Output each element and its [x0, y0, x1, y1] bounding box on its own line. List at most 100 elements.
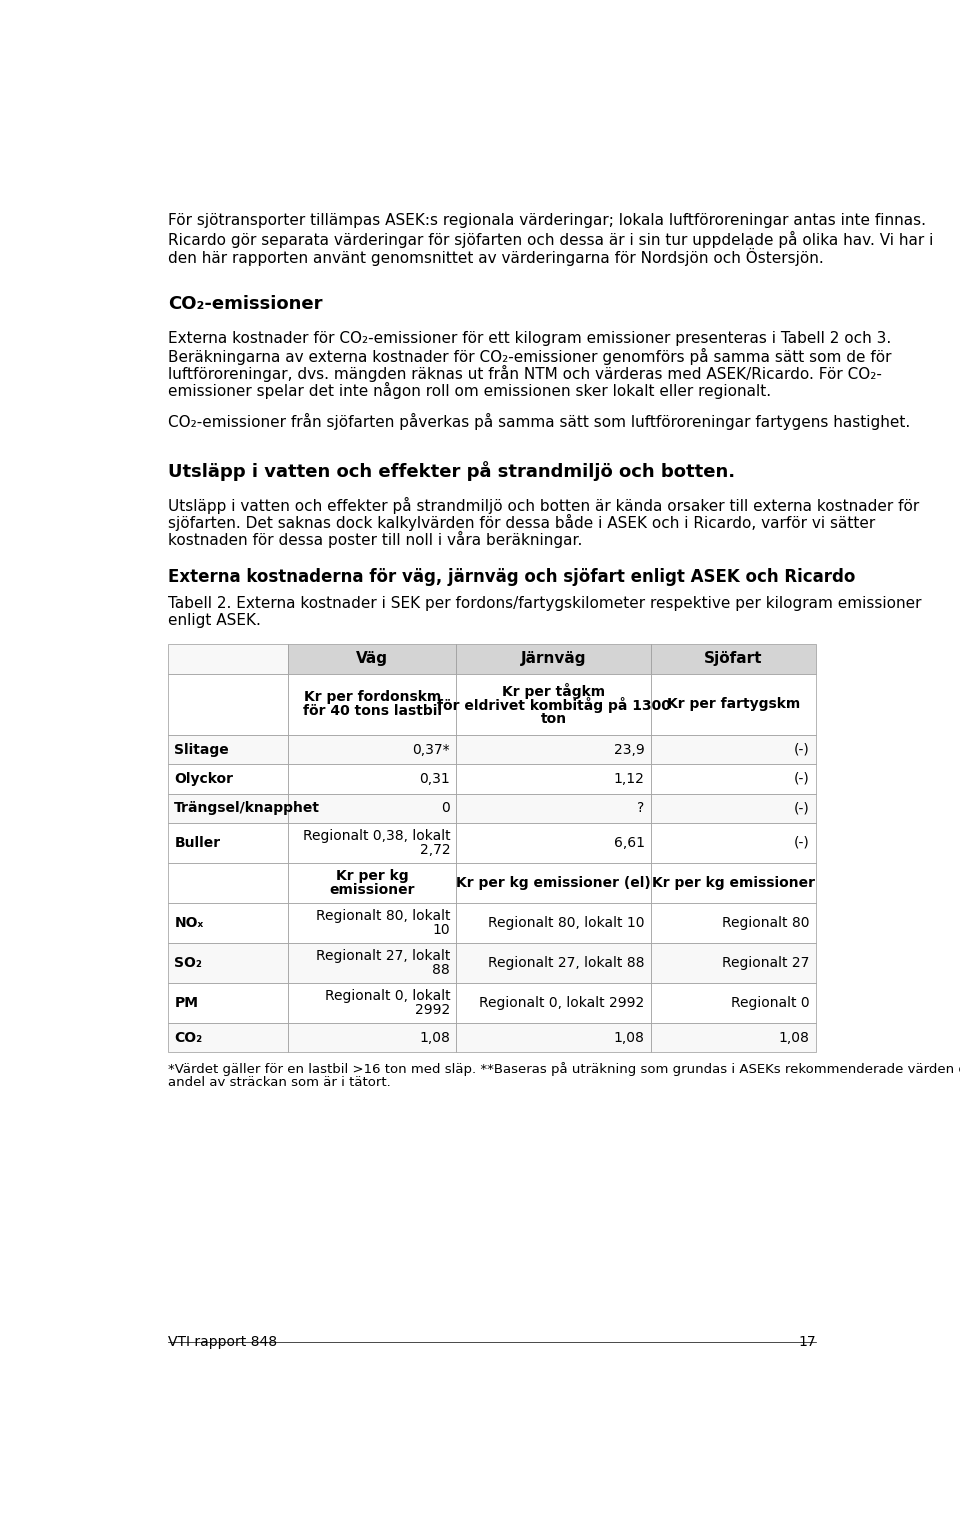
Bar: [168, 903, 288, 942]
Text: luftföroreningar, dvs. mängden räknas ut från NTM och värderas med ASEK/Ricardo.: luftföroreningar, dvs. mängden räknas ut…: [168, 365, 882, 382]
Bar: [651, 764, 816, 794]
Text: 1,08: 1,08: [420, 1030, 450, 1044]
Bar: [651, 674, 816, 735]
Text: VTI rapport 848: VTI rapport 848: [168, 1335, 277, 1349]
Bar: [456, 735, 651, 764]
Bar: [168, 1024, 288, 1053]
Text: SO₂: SO₂: [175, 956, 203, 970]
Bar: [651, 823, 816, 863]
Bar: [651, 645, 816, 674]
Text: Kr per kg emissioner: Kr per kg emissioner: [652, 876, 815, 890]
Text: Trängsel/knapphet: Trängsel/knapphet: [175, 801, 321, 815]
Text: 23,9: 23,9: [613, 743, 644, 757]
Bar: [456, 863, 651, 903]
Bar: [168, 982, 288, 1024]
Text: Regionalt 27, lokalt: Regionalt 27, lokalt: [316, 949, 450, 962]
Bar: [168, 794, 288, 823]
Text: Regionalt 80, lokalt 10: Regionalt 80, lokalt 10: [488, 916, 644, 930]
Text: 17: 17: [799, 1335, 816, 1349]
Text: Regionalt 0: Regionalt 0: [732, 996, 809, 1010]
Text: kostnaden för dessa poster till noll i våra beräkningar.: kostnaden för dessa poster till noll i v…: [168, 531, 583, 548]
Text: Kr per kg emissioner (el): Kr per kg emissioner (el): [456, 876, 651, 890]
Bar: [288, 764, 456, 794]
Bar: [168, 674, 288, 735]
Bar: [288, 794, 456, 823]
Text: ton: ton: [540, 712, 566, 726]
Bar: [651, 903, 816, 942]
Text: 88: 88: [432, 962, 450, 978]
Text: 0: 0: [442, 801, 450, 815]
Text: 2992: 2992: [415, 1002, 450, 1018]
Bar: [456, 982, 651, 1024]
Bar: [168, 823, 288, 863]
Bar: [456, 645, 651, 674]
Bar: [651, 863, 816, 903]
Bar: [168, 735, 288, 764]
Bar: [651, 794, 816, 823]
Bar: [456, 903, 651, 942]
Bar: [651, 942, 816, 982]
Text: Buller: Buller: [175, 835, 221, 850]
Text: Regionalt 80: Regionalt 80: [722, 916, 809, 930]
Text: den här rapporten använt genomsnittet av värderingarna för Nordsjön och Östersjö: den här rapporten använt genomsnittet av…: [168, 247, 824, 266]
Text: Regionalt 27, lokalt 88: Regionalt 27, lokalt 88: [488, 956, 644, 970]
Text: PM: PM: [175, 996, 199, 1010]
Text: CO₂: CO₂: [175, 1030, 203, 1044]
Bar: [288, 674, 456, 735]
Text: 6,61: 6,61: [613, 835, 644, 850]
Text: Kr per fartygskm: Kr per fartygskm: [666, 697, 800, 711]
Text: sjöfarten. Det saknas dock kalkylvärden för dessa både i ASEK och i Ricardo, var: sjöfarten. Det saknas dock kalkylvärden …: [168, 514, 876, 531]
Text: Beräkningarna av externa kostnader för CO₂-emissioner genomförs på samma sätt so: Beräkningarna av externa kostnader för C…: [168, 348, 892, 365]
Bar: [651, 982, 816, 1024]
Text: Väg: Väg: [356, 651, 388, 666]
Text: ?: ?: [637, 801, 644, 815]
Text: Externa kostnaderna för väg, järnväg och sjöfart enligt ASEK och Ricardo: Externa kostnaderna för väg, järnväg och…: [168, 568, 855, 586]
Text: (-): (-): [794, 801, 809, 815]
Bar: [288, 1024, 456, 1053]
Bar: [456, 942, 651, 982]
Text: (-): (-): [794, 772, 809, 786]
Bar: [456, 1024, 651, 1053]
Bar: [168, 863, 288, 903]
Bar: [456, 794, 651, 823]
Bar: [288, 903, 456, 942]
Text: emissioner: emissioner: [329, 883, 415, 896]
Text: Slitage: Slitage: [175, 743, 229, 757]
Text: Regionalt 0,38, lokalt: Regionalt 0,38, lokalt: [302, 829, 450, 843]
Bar: [288, 823, 456, 863]
Text: Utsläpp i vatten och effekter på strandmiljö och botten är kända orsaker till ex: Utsläpp i vatten och effekter på strandm…: [168, 496, 920, 514]
Text: 0,37*: 0,37*: [413, 743, 450, 757]
Bar: [456, 674, 651, 735]
Text: Sjöfart: Sjöfart: [704, 651, 762, 666]
Text: Regionalt 80, lokalt: Regionalt 80, lokalt: [316, 909, 450, 923]
Text: (-): (-): [794, 743, 809, 757]
Text: Regionalt 0, lokalt: Regionalt 0, lokalt: [324, 989, 450, 1002]
Text: Olyckor: Olyckor: [175, 772, 233, 786]
Text: Regionalt 27: Regionalt 27: [722, 956, 809, 970]
Bar: [288, 735, 456, 764]
Bar: [651, 735, 816, 764]
Text: Tabell 2. Externa kostnader i SEK per fordons/fartygskilometer respektive per ki: Tabell 2. Externa kostnader i SEK per fo…: [168, 596, 922, 611]
Text: enligt ASEK.: enligt ASEK.: [168, 614, 261, 628]
Bar: [168, 645, 288, 674]
Bar: [456, 823, 651, 863]
Text: Kr per kg: Kr per kg: [336, 869, 408, 883]
Text: NOₓ: NOₓ: [175, 916, 204, 930]
Text: Järnväg: Järnväg: [521, 651, 587, 666]
Text: För sjötransporter tillämpas ASEK:s regionala värderingar; lokala luftförorening: För sjötransporter tillämpas ASEK:s regi…: [168, 213, 926, 229]
Text: (-): (-): [794, 835, 809, 850]
Text: Kr per tågkm: Kr per tågkm: [502, 683, 605, 698]
Text: Regionalt 0, lokalt 2992: Regionalt 0, lokalt 2992: [479, 996, 644, 1010]
Bar: [651, 1024, 816, 1053]
Text: CO₂-emissioner från sjöfarten påverkas på samma sätt som luftföroreningar fartyg: CO₂-emissioner från sjöfarten påverkas p…: [168, 413, 910, 430]
Text: för eldrivet kombitåg på 1300: för eldrivet kombitåg på 1300: [437, 697, 670, 714]
Text: 10: 10: [433, 923, 450, 936]
Bar: [288, 863, 456, 903]
Bar: [168, 764, 288, 794]
Text: andel av sträckan som är i tätort.: andel av sträckan som är i tätort.: [168, 1076, 391, 1088]
Bar: [288, 982, 456, 1024]
Bar: [168, 942, 288, 982]
Bar: [288, 645, 456, 674]
Text: CO₂-emissioner: CO₂-emissioner: [168, 295, 323, 313]
Text: Ricardo gör separata värderingar för sjöfarten och dessa är i sin tur uppdelade : Ricardo gör separata värderingar för sjö…: [168, 230, 933, 247]
